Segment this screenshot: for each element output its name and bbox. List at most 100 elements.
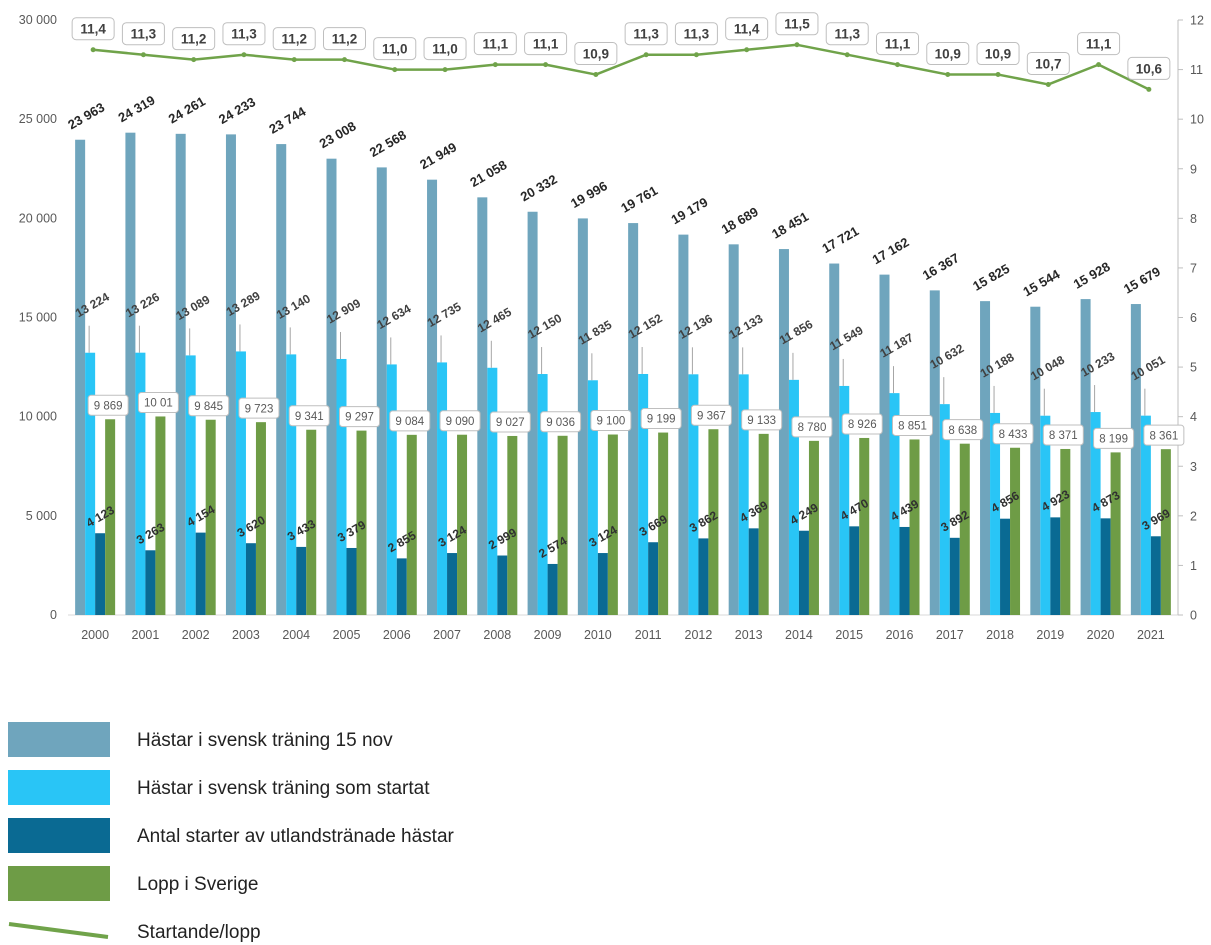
horses-started-bar-2019 (1040, 415, 1051, 615)
horses-in-training-bar-2010 (577, 218, 588, 616)
starts-per-race-label-box-2010 (574, 42, 618, 66)
horses-in-training-label-2018: 15 825 (970, 261, 1012, 294)
starts-per-race-point-2018 (995, 72, 1001, 78)
horses-in-training-bar-2016 (879, 274, 890, 615)
starts-per-race-label-box-2008 (473, 32, 517, 56)
foreign-trained-starts-bar-2001 (145, 550, 156, 615)
x-tick-label: 2007 (433, 628, 461, 642)
starts-per-race-point-2010 (593, 72, 599, 78)
horses-started-bar-2016 (889, 393, 900, 615)
x-tick-label: 2020 (1087, 628, 1115, 642)
starts-per-race-label-2013: 11,4 (734, 22, 760, 37)
starts-per-race-point-2005 (342, 57, 347, 63)
races-in-sweden-bar-2002 (205, 419, 216, 615)
races-in-sweden-bar-2021 (1160, 449, 1171, 615)
races-in-sweden-bar-2020 (1110, 452, 1121, 615)
races-in-sweden-label-2007: 9 090 (446, 416, 475, 428)
starts-per-race-label-box-2013 (725, 17, 769, 41)
starts-per-race-label-box-2014 (775, 12, 819, 36)
starts-per-race-point-2016 (895, 62, 900, 68)
foreign-trained-starts-bar-2008 (497, 555, 508, 615)
starts-per-race-label-box-2017 (926, 42, 970, 66)
starts-per-race-label-box-2006 (373, 37, 417, 61)
starts-per-race-point-2015 (844, 52, 850, 58)
y-left-tick-label: 5 000 (26, 509, 57, 523)
legend-label-starts-per-race: Startande/lopp (137, 922, 261, 943)
horses-started-bar-2008 (487, 367, 498, 615)
horses-started-bar-2004 (286, 354, 297, 615)
starts-per-race-label-box-2004 (272, 27, 316, 51)
x-tick-label: 2015 (835, 628, 863, 642)
races-in-sweden-bar-2007 (457, 434, 468, 615)
horses-in-training-bar-2015 (829, 263, 840, 615)
horses-started-bar-2012 (688, 374, 699, 615)
horses-started-bar-2009 (537, 374, 548, 615)
x-tick-label: 2019 (1036, 628, 1064, 642)
races-in-sweden-label-2010: 9 100 (596, 416, 625, 428)
starts-per-race-point-2007 (442, 67, 448, 73)
horses-in-training-label-2005: 23 008 (317, 118, 359, 151)
starts-per-race-point-2021 (1146, 86, 1152, 92)
horses-started-bar-2018 (990, 412, 1001, 615)
horses-in-training-label-2002: 24 261 (166, 94, 208, 127)
y-right-tick-label: 9 (1190, 162, 1197, 176)
horses-in-training-bar-2001 (125, 132, 136, 616)
horses-in-training-bar-2011 (628, 223, 639, 616)
horses-in-training-label-2017: 16 367 (920, 250, 962, 283)
horses-in-training-label-2014: 18 451 (769, 209, 811, 242)
foreign-trained-starts-bar-2015 (849, 526, 860, 615)
races-in-sweden-bar-2013 (758, 433, 769, 615)
horses-in-training-bar-2014 (778, 249, 789, 615)
races-in-sweden-label-box-2005 (339, 406, 380, 428)
horses-in-training-label-2020: 15 928 (1071, 259, 1113, 292)
starts-per-race-label-box-2016 (876, 32, 919, 56)
horses-in-training-label-2010: 19 996 (568, 178, 610, 211)
horses-in-training-label-2012: 19 179 (669, 194, 711, 227)
races-in-sweden-label-box-2011 (640, 408, 682, 430)
legend-label-races-in-sweden: Lopp i Sverige (137, 874, 258, 895)
starts-per-race-label-box-2020 (1077, 32, 1121, 56)
starts-per-race-label-2015: 11,3 (834, 27, 860, 42)
legend-item-races-in-sweden: Lopp i Sverige (8, 866, 258, 901)
starts-per-race-label-2008: 11,1 (483, 36, 509, 51)
y-right-tick-label: 7 (1190, 261, 1197, 275)
legend-item-horses-in-training: Hästar i svensk träning 15 nov (8, 722, 393, 757)
horses-in-training-bar-2004 (276, 144, 287, 615)
foreign-trained-starts-bar-2013 (748, 528, 759, 615)
starts-per-race-label-2000: 11,4 (80, 22, 106, 37)
foreign-trained-starts-bar-2021 (1150, 536, 1161, 615)
y-left-tick-label: 30 000 (19, 13, 57, 27)
starts-per-race-label-box-2015 (825, 22, 869, 46)
races-in-sweden-label-box-2008 (489, 411, 531, 433)
x-tick-label: 2012 (685, 628, 713, 642)
races-in-sweden-label-2020: 8 199 (1099, 434, 1128, 446)
y-right-tick-label: 2 (1190, 509, 1197, 523)
races-in-sweden-label-2001: 10 01 (144, 398, 173, 410)
races-in-sweden-label-2003: 9 723 (245, 403, 274, 415)
races-in-sweden-bar-2005 (356, 430, 367, 615)
x-tick-label: 2001 (132, 628, 160, 642)
x-tick-label: 2013 (735, 628, 763, 642)
starts-per-race-label-2005: 11,2 (332, 32, 358, 47)
foreign-trained-starts-bar-2014 (798, 530, 809, 615)
starts-per-race-point-2001 (140, 52, 146, 58)
horses-in-training-bar-2008 (477, 197, 488, 615)
horses-in-training-bar-2005 (326, 158, 337, 615)
starts-per-race-point-2006 (392, 67, 398, 73)
races-in-sweden-bar-2004 (306, 429, 317, 615)
horses-in-training-bar-2020 (1080, 299, 1091, 615)
starts-per-race-label-2001: 11,3 (131, 27, 157, 42)
races-in-sweden-label-2019: 8 371 (1049, 430, 1078, 442)
races-in-sweden-bar-2006 (406, 434, 417, 615)
starts-per-race-label-2011: 11,3 (633, 27, 659, 42)
races-in-sweden-label-box-2016 (892, 414, 933, 436)
races-in-sweden-label-2008: 9 027 (496, 417, 525, 429)
legend-item-horses-started: Hästar i svensk träning som startat (8, 770, 430, 805)
legend-swatch-races-in-sweden (8, 866, 110, 901)
horses-in-training-bar-2021 (1130, 304, 1141, 615)
races-in-sweden-bar-2012 (708, 429, 719, 615)
x-tick-label: 2016 (886, 628, 914, 642)
foreign-trained-starts-bar-2012 (698, 538, 709, 615)
races-in-sweden-label-box-2018 (992, 423, 1034, 445)
horses-in-training-bar-2009 (527, 211, 538, 616)
